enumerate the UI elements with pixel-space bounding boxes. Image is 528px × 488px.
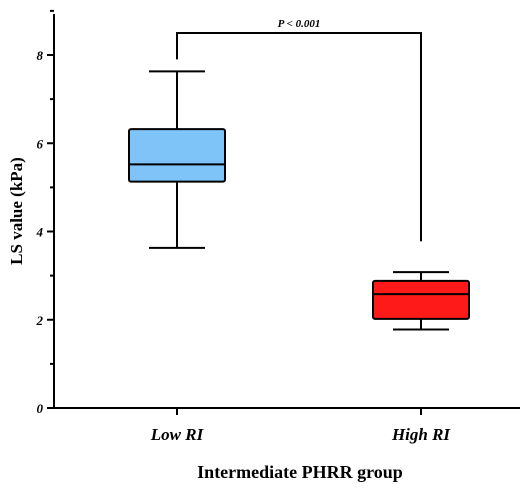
x-ticks: Low RI High RI: [150, 408, 451, 444]
axes: 0 2 4 6 8 Low RI High RI: [36, 9, 520, 444]
boxes: [128, 70, 470, 331]
iqr-box: [372, 279, 470, 320]
significance-bracket: [176, 31, 422, 242]
box-low-ri: [128, 70, 226, 249]
y-tick-label: 0: [37, 401, 44, 416]
x-category-label: Low RI: [150, 425, 205, 444]
y-ticks: 0 2 4 6 8: [36, 9, 54, 416]
x-category-label: High RI: [391, 425, 451, 444]
box-high-ri: [372, 271, 470, 331]
significance-label: P < 0.001: [278, 18, 321, 30]
iqr-box: [128, 128, 226, 183]
y-tick-label: 4: [36, 225, 44, 240]
y-tick-label: 2: [36, 313, 44, 328]
significance-annotation: P < 0.001: [176, 18, 422, 242]
y-tick-label: 6: [37, 136, 44, 151]
x-axis-label: Intermediate PHRR group: [197, 462, 403, 482]
y-axis-label: LS value (kPa): [7, 157, 26, 265]
y-tick-label: 8: [37, 48, 44, 63]
